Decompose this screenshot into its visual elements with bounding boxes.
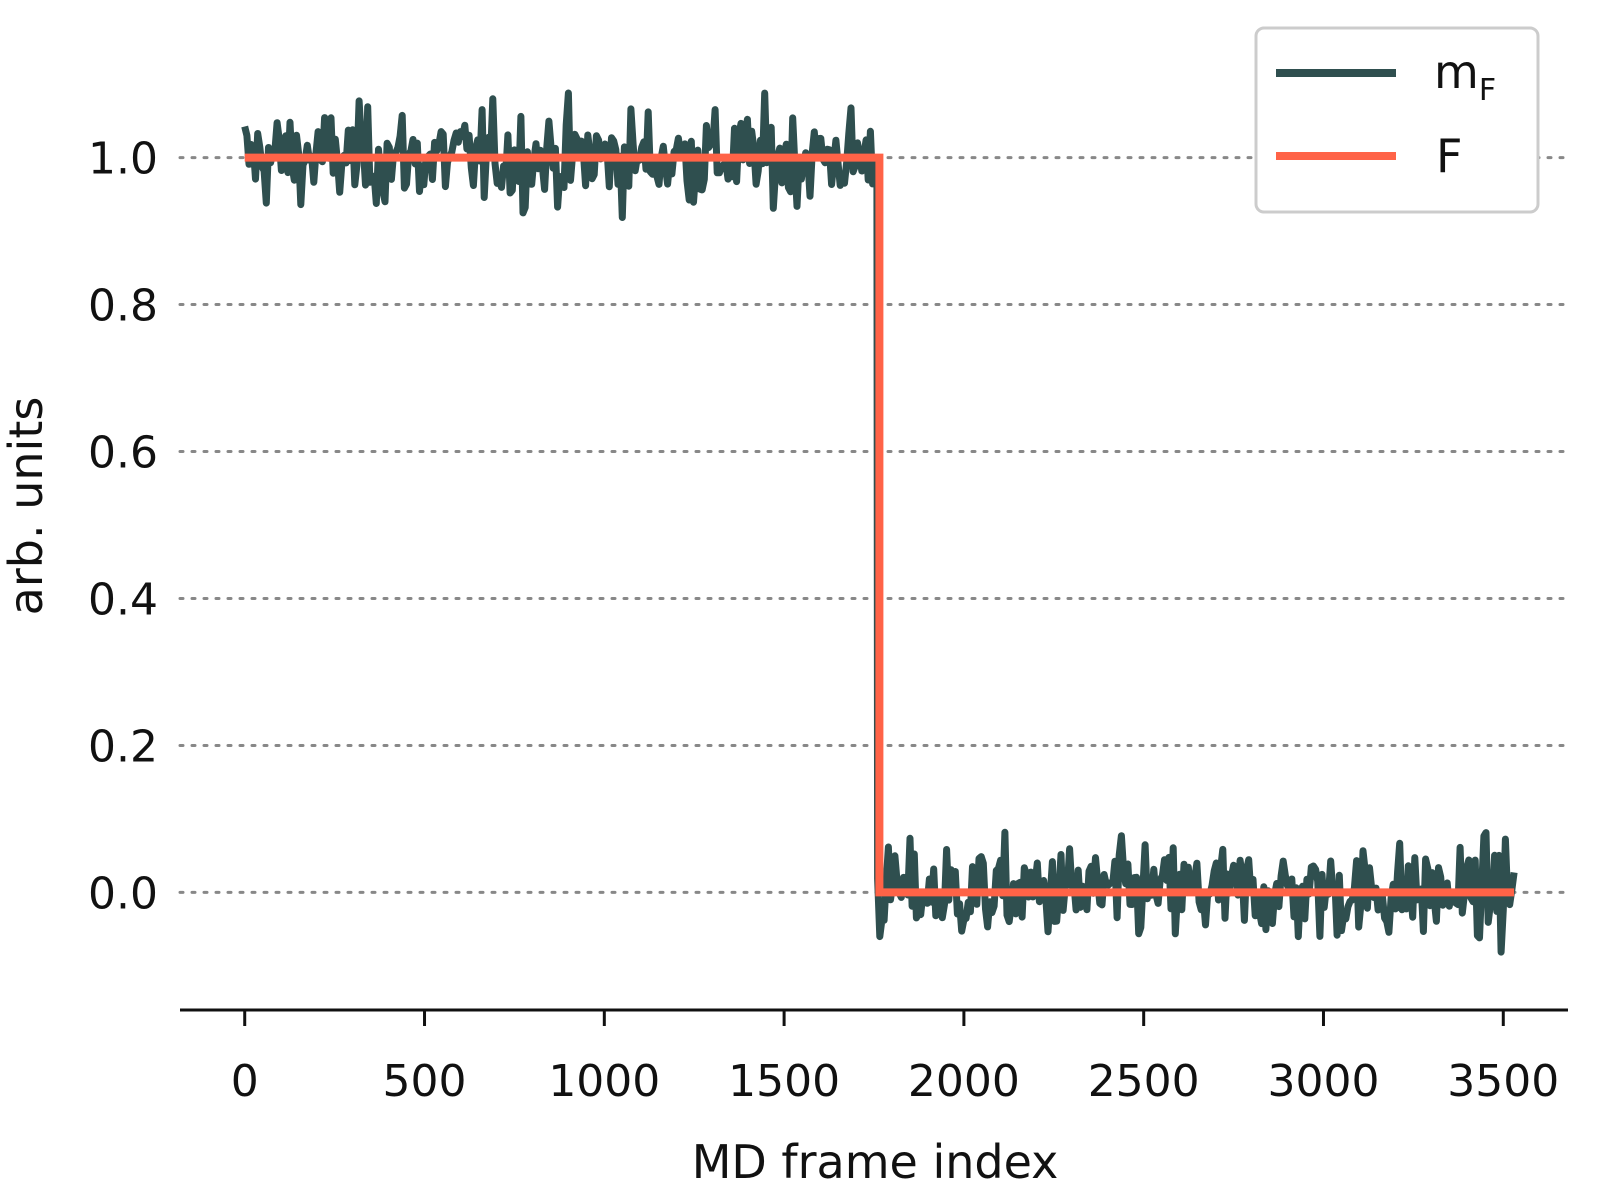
x-axis-label: MD frame index <box>692 1135 1059 1189</box>
x-axis-ticks: 0 500 1000 1500 2000 2500 3000 3500 <box>231 1010 1559 1107</box>
x-tick-label: 1000 <box>548 1056 660 1107</box>
legend-label-mf: mF <box>1434 45 1496 108</box>
series-f-line <box>244 153 1515 897</box>
x-tick-label: 3000 <box>1267 1056 1379 1107</box>
legend-box <box>1254 26 1540 214</box>
legend-label-mf-sub: F <box>1479 73 1496 108</box>
x-tick-label: 3500 <box>1447 1056 1559 1107</box>
y-tick-label: 0.0 <box>88 868 158 919</box>
x-tick-label: 1500 <box>728 1056 840 1107</box>
x-tick-label: 2000 <box>908 1056 1020 1107</box>
x-tick-label: 500 <box>383 1056 467 1107</box>
y-tick-label: 0.8 <box>88 281 158 332</box>
x-tick-label: 0 <box>231 1056 259 1107</box>
y-axis-ticks: 0.0 0.2 0.4 0.6 0.8 1.0 <box>88 134 158 920</box>
series-mf <box>241 89 1518 956</box>
x-tick-label: 2500 <box>1088 1056 1200 1107</box>
legend: mF F <box>1254 26 1540 214</box>
y-axis-label: arb. units <box>0 397 53 616</box>
legend-label-f: F <box>1436 129 1462 183</box>
y-tick-label: 0.6 <box>88 428 158 479</box>
series-mf-line <box>241 89 1518 956</box>
y-tick-label: 1.0 <box>88 134 158 185</box>
series-f <box>244 153 1515 897</box>
legend-label-mf-main: m <box>1434 45 1479 99</box>
y-tick-label: 0.4 <box>88 574 158 625</box>
y-tick-label: 0.2 <box>88 721 158 772</box>
